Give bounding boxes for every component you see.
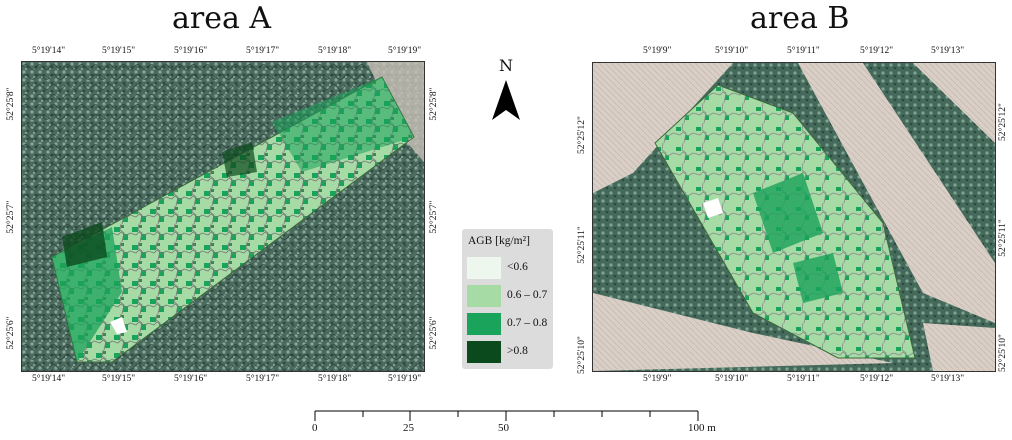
map-b-left-lat-tick: 52°25'10" [577,336,587,374]
map-a-left-lat-tick: 52°25'6" [6,316,16,350]
map-area-a[interactable] [21,61,425,372]
map-a-bottom-lon-tick: 5°19'18" [318,374,352,384]
map-b-bottom-lon-tick: 5°19'12" [860,374,894,384]
map-a-top-lon-tick: 5°19'14" [32,46,66,56]
north-label: N [499,56,513,75]
map-b-bottom-lon-tick: 5°19'11" [787,374,820,384]
scale-bar [314,410,699,421]
map-a-top-lon-tick: 5°19'19" [388,46,422,56]
map-title-area-a: area A [172,1,272,36]
scale-label: 50 [498,422,509,434]
map-a-right-lat-tick: 52°25'6" [429,316,439,350]
legend-label: 0.7 – 0.8 [507,317,548,329]
map-b-right-lat-tick: 52°25'10" [998,334,1008,372]
legend: AGB [kg/m²] <0.6 0.6 – 0.7 0.7 – 0.8 >0.… [462,229,553,369]
legend-label: 0.6 – 0.7 [507,289,548,301]
map-a-bottom-lon-tick: 5°19'19" [388,374,422,384]
legend-swatch [467,341,501,363]
legend-swatch [467,313,501,335]
map-a-image [22,62,424,371]
map-b-top-lon-tick: 5°19'9" [643,46,672,56]
map-b-bottom-lon-tick: 5°19'10" [715,374,749,384]
map-a-bottom-lon-tick: 5°19'17" [246,374,280,384]
legend-item: <0.6 [467,257,551,279]
map-b-top-lon-tick: 5°19'11" [787,46,820,56]
map-a-right-lat-tick: 52°25'7" [429,200,439,234]
map-b-top-lon-tick: 5°19'13" [931,46,965,56]
map-b-top-lon-tick: 5°19'12" [860,46,894,56]
map-a-left-lat-tick: 52°25'7" [6,200,16,234]
scale-label: 100 m [688,422,716,434]
map-a-top-lon-tick: 5°19'18" [318,46,352,56]
legend-label: <0.6 [507,261,528,273]
legend-swatch [467,285,501,307]
map-b-right-lat-tick: 52°25'11" [998,219,1008,257]
legend-item: 0.6 – 0.7 [467,285,551,307]
map-b-left-lat-tick: 52°25'12" [577,116,587,154]
legend-item: >0.8 [467,341,551,363]
map-a-top-lon-tick: 5°19'15" [102,46,136,56]
map-b-right-lat-tick: 52°25'12" [998,103,1008,141]
north-arrow-icon [492,80,520,120]
map-b-bottom-lon-tick: 5°19'13" [931,374,965,384]
map-area-b[interactable] [592,62,996,372]
map-a-bottom-lon-tick: 5°19'15" [102,374,136,384]
map-a-top-lon-tick: 5°19'17" [246,46,280,56]
map-a-right-lat-tick: 52°25'8" [429,87,439,121]
map-b-top-lon-tick: 5°19'10" [715,46,749,56]
map-a-left-lat-tick: 52°25'8" [6,87,16,121]
legend-swatch [467,257,501,279]
scale-label: 0 [312,422,318,434]
map-b-left-lat-tick: 52°25'11" [577,226,587,264]
map-a-bottom-lon-tick: 5°19'16" [174,374,208,384]
legend-item: 0.7 – 0.8 [467,313,551,335]
map-a-bottom-lon-tick: 5°19'14" [32,374,66,384]
map-title-area-b: area B [750,1,850,36]
map-a-top-lon-tick: 5°19'16" [174,46,208,56]
scale-label: 25 [403,422,414,434]
map-b-bottom-lon-tick: 5°19'9" [643,374,672,384]
legend-label: >0.8 [507,345,528,357]
legend-title: AGB [kg/m²] [468,235,530,247]
map-b-image [593,63,995,371]
